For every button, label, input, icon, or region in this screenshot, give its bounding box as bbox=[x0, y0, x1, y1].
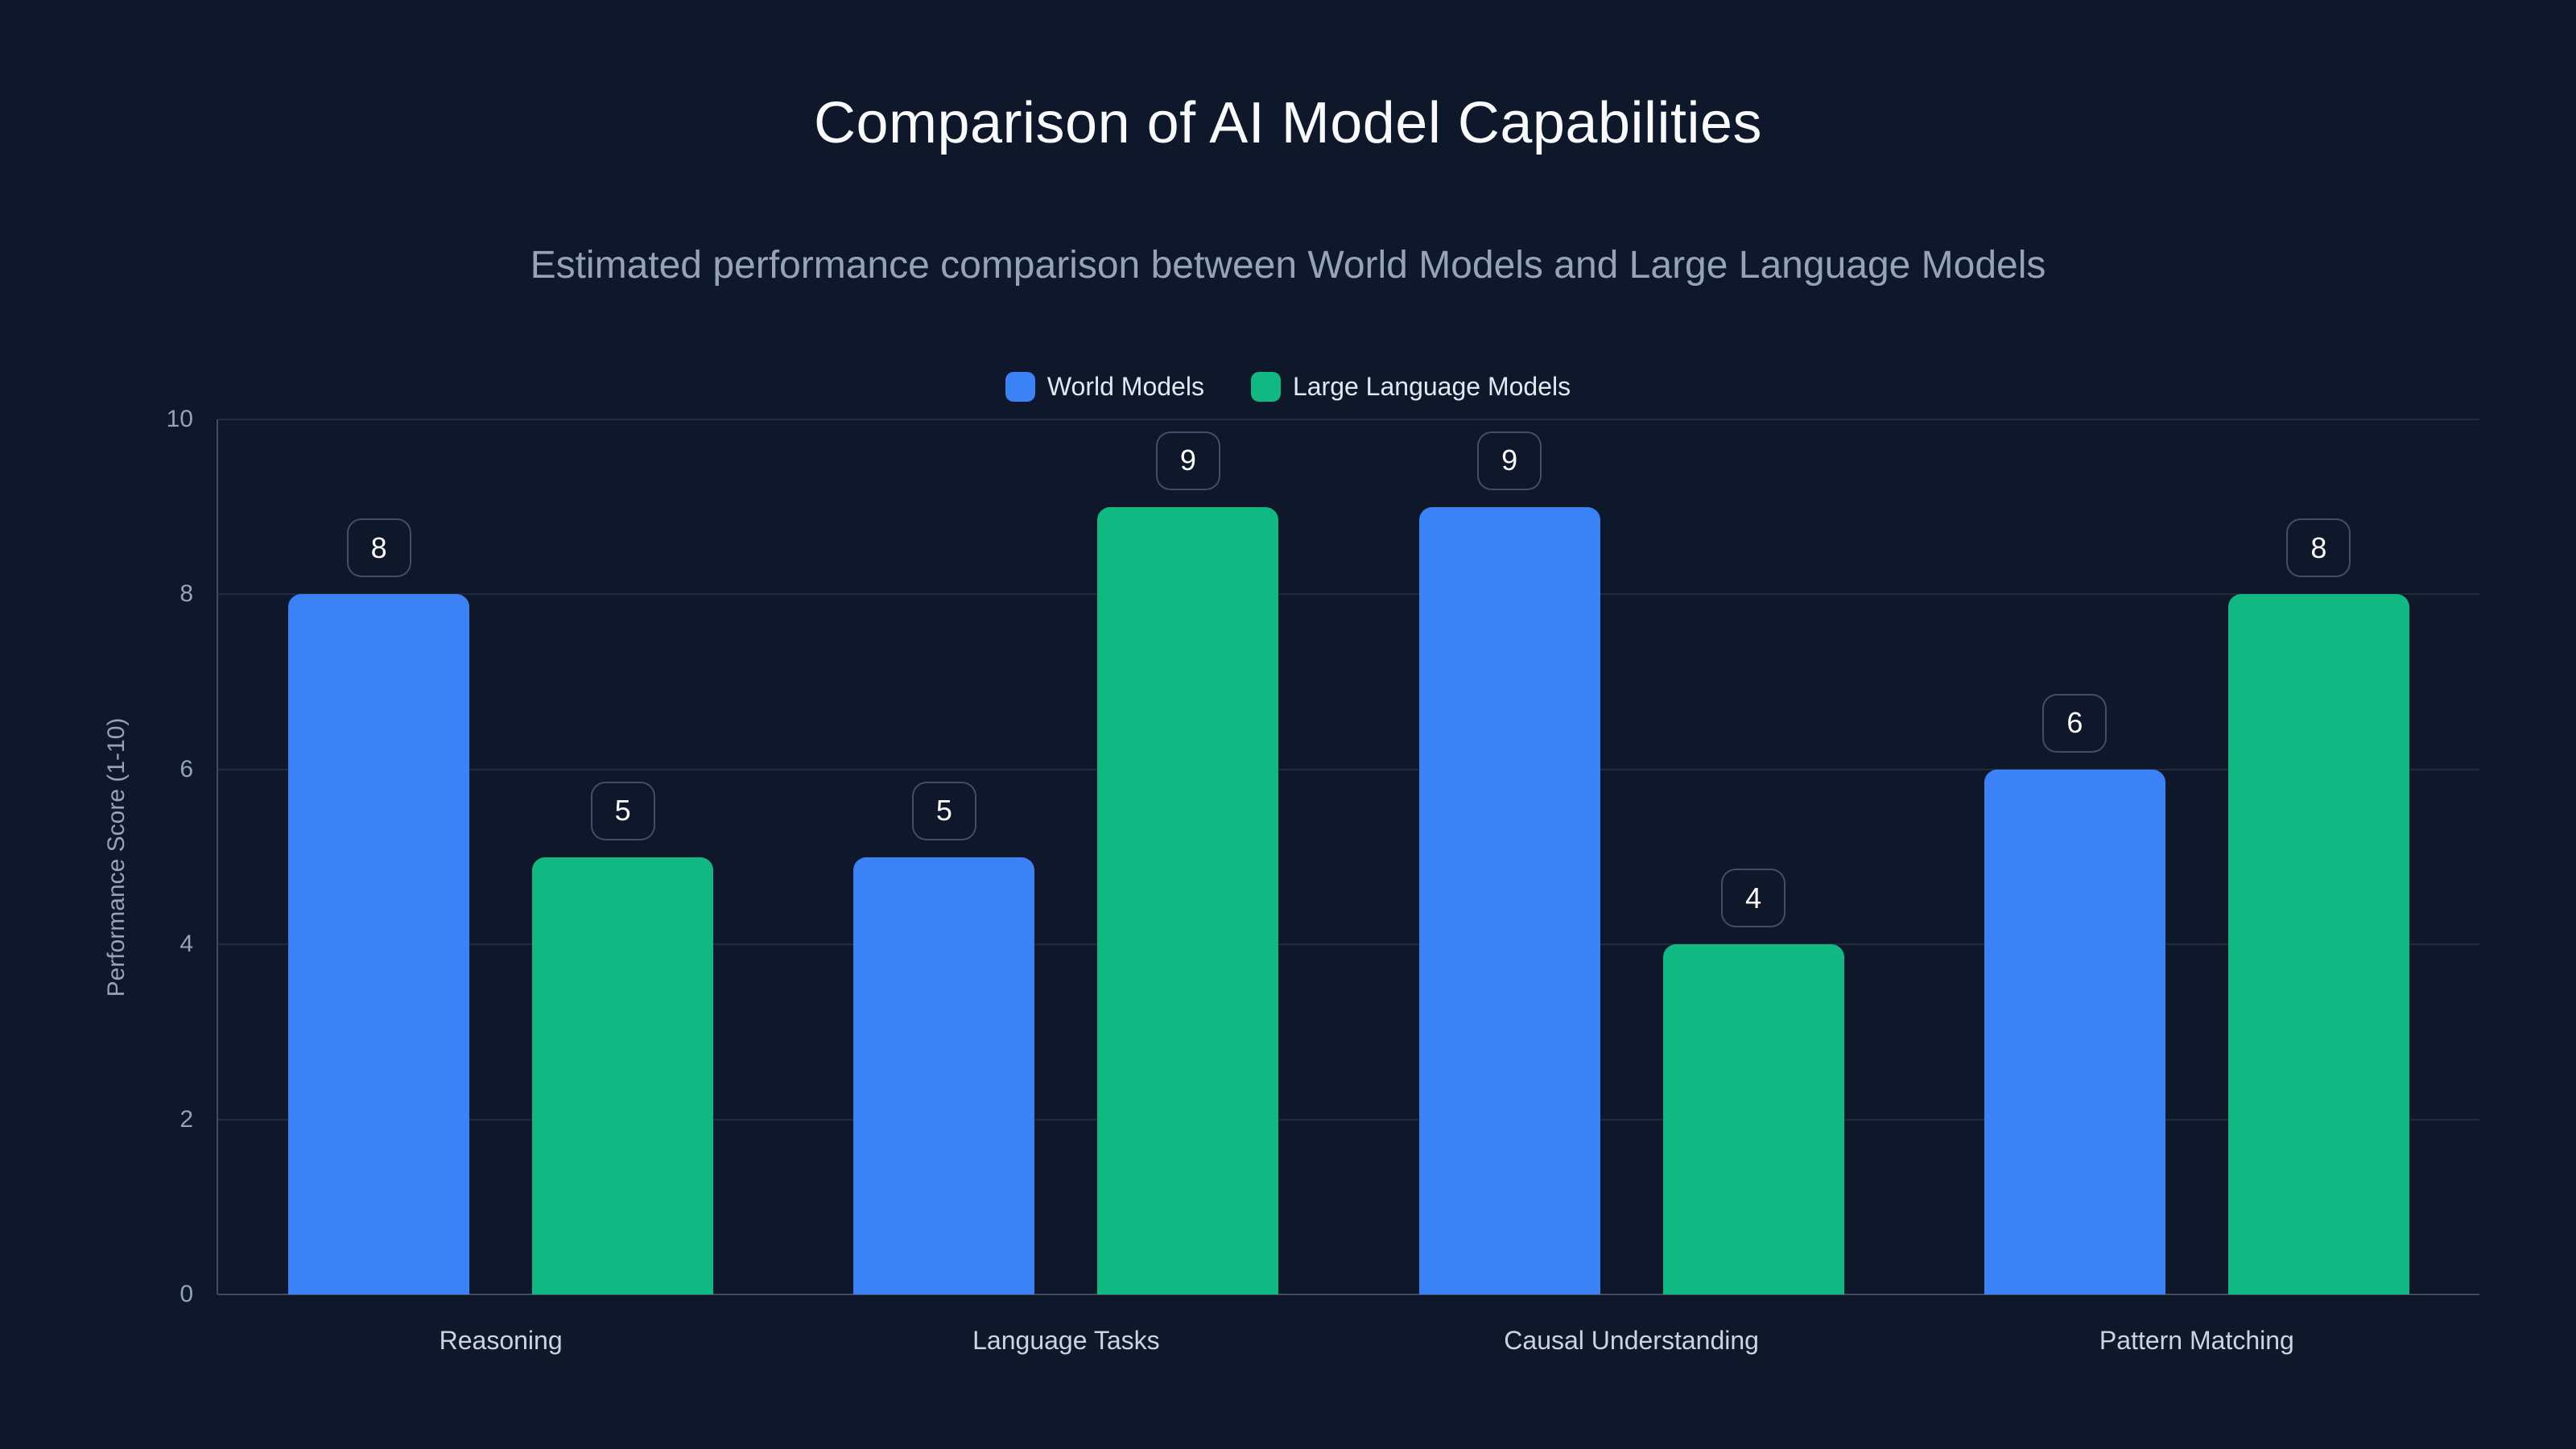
bar-group-language-tasks: 5 9 Language Tasks bbox=[783, 419, 1348, 1355]
bar-world-models-reasoning: 8 bbox=[288, 518, 470, 1294]
value-badge-large-language-models-reasoning: 5 bbox=[590, 781, 655, 840]
y-tick-label-6: 6 bbox=[180, 755, 193, 782]
x-axis-label-reasoning: Reasoning bbox=[439, 1326, 563, 1355]
bar-large-language-models-reasoning: 5 bbox=[532, 781, 714, 1294]
bar-groups: 8 5 Reasoning 5 9 Language Tasks 9 4 Causal Unde… bbox=[218, 419, 2479, 1355]
gridline-4 bbox=[218, 943, 2479, 946]
value-badge-world-models-causal-understanding: 9 bbox=[1477, 431, 1542, 490]
bar-large-language-models-pattern-matching: 8 bbox=[2227, 518, 2409, 1294]
gridline-6 bbox=[218, 768, 2479, 770]
legend-swatch-world-models-icon bbox=[1005, 372, 1035, 402]
y-tick-label-0: 0 bbox=[180, 1281, 193, 1307]
y-axis-title: Performance Score (1-10) bbox=[103, 717, 130, 997]
y-tick-label-8: 8 bbox=[180, 580, 193, 608]
legend-label-world-models: World Models bbox=[1046, 372, 1204, 401]
legend: World Models Large Language Models bbox=[0, 372, 2576, 402]
bar-world-models-causal-understanding: 9 bbox=[1418, 431, 1600, 1294]
value-badge-large-language-models-language-tasks: 9 bbox=[1155, 431, 1220, 490]
y-tick-label-4: 4 bbox=[180, 931, 193, 958]
y-axis-line bbox=[217, 419, 218, 1294]
gridline-10 bbox=[218, 419, 2479, 420]
value-badge-world-models-pattern-matching: 6 bbox=[2042, 693, 2107, 753]
y-tick-label-2: 2 bbox=[180, 1105, 193, 1133]
bar-group-reasoning: 8 5 Reasoning bbox=[218, 419, 783, 1355]
gridline-2 bbox=[218, 1118, 2479, 1121]
bar-group-causal-understanding: 9 4 Causal Understanding bbox=[1349, 419, 1914, 1355]
x-axis-label-pattern-matching: Pattern Matching bbox=[2099, 1326, 2294, 1355]
gridline-8 bbox=[218, 593, 2479, 596]
legend-label-large-language-models: Large Language Models bbox=[1292, 372, 1571, 401]
legend-swatch-large-language-models-icon bbox=[1250, 372, 1281, 402]
legend-item-world-models[interactable]: World Models bbox=[1005, 372, 1204, 402]
value-badge-world-models-language-tasks: 5 bbox=[911, 781, 976, 840]
value-badge-large-language-models-causal-understanding: 4 bbox=[1721, 869, 1786, 928]
plot-area: 0 2 4 6 8 10 Performance Score (1-10) 8 5 Reaso… bbox=[103, 407, 2479, 1355]
legend-item-large-language-models[interactable]: Large Language Models bbox=[1250, 372, 1571, 402]
x-axis-label-language-tasks: Language Tasks bbox=[972, 1326, 1160, 1355]
x-axis-line bbox=[218, 1294, 2479, 1295]
bar-large-language-models-causal-understanding: 4 bbox=[1662, 869, 1844, 1294]
chart-title: Comparison of AI Model Capabilities bbox=[813, 91, 1763, 155]
bar-world-models-pattern-matching: 6 bbox=[1984, 693, 2165, 1294]
y-tick-label-10: 10 bbox=[166, 406, 193, 432]
value-badge-large-language-models-pattern-matching: 8 bbox=[2286, 518, 2351, 578]
bar-group-pattern-matching: 6 8 Pattern Matching bbox=[1914, 419, 2479, 1355]
bar-large-language-models-language-tasks: 9 bbox=[1097, 431, 1279, 1294]
chart-subtitle: Estimated performance comparison between… bbox=[530, 244, 2046, 287]
bar-world-models-language-tasks: 5 bbox=[853, 781, 1035, 1294]
x-axis-label-causal-understanding: Causal Understanding bbox=[1504, 1326, 1759, 1355]
value-badge-world-models-reasoning: 8 bbox=[346, 518, 411, 578]
